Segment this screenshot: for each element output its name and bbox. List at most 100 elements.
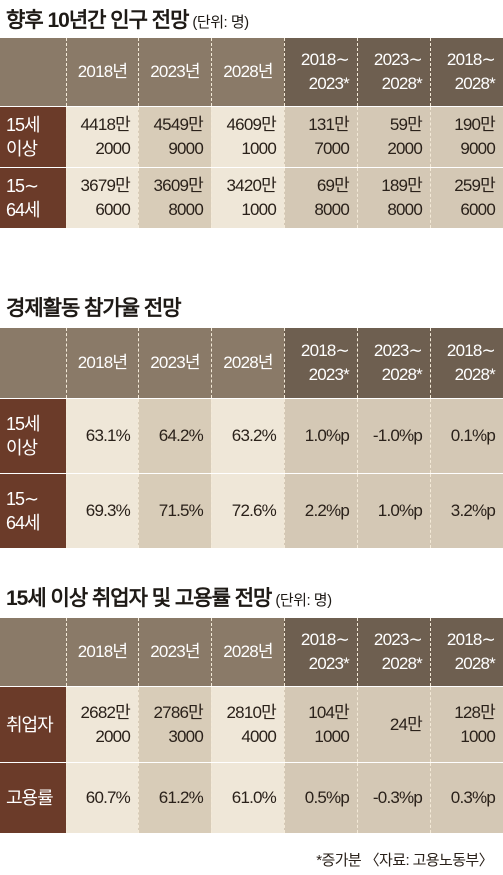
header-cell: 2018∼ 2028*: [430, 38, 503, 106]
data-cell: 131만 7000: [284, 107, 357, 167]
value-line1: 4609만: [226, 115, 277, 134]
data-cell: 59만 2000: [357, 107, 430, 167]
value: 60.7%: [85, 788, 131, 807]
table-row: 15세 이상 63.1% 64.2% 63.2% 1.0%p -1.0%p 0.1…: [0, 398, 503, 473]
header-cell: 2023∼ 2028*: [357, 38, 430, 106]
value-line1: 3609만: [153, 176, 204, 195]
header-line2: 2028*: [454, 74, 496, 93]
employment-table: 2018년 2023년 2028년 2018∼ 2023* 2023∼ 2028* …: [0, 618, 503, 833]
row-label-line2: 64세: [6, 513, 41, 533]
row-label-line1: 15세: [6, 414, 41, 434]
data-cell: 24만: [357, 687, 430, 762]
data-cell: 189만 8000: [357, 168, 430, 228]
row-label-line1: 15∼: [6, 176, 39, 196]
header-cell: 2018∼ 2023*: [284, 38, 357, 106]
value-line1: 190만: [454, 115, 496, 134]
data-cell: 2810만 4000: [211, 687, 284, 762]
header-cell-blank: [0, 618, 66, 686]
data-cell: 1.0%p: [284, 399, 357, 473]
value: 63.1%: [85, 426, 131, 445]
row-label-line1: 15∼: [6, 489, 39, 509]
header-line2: 2028*: [381, 74, 423, 93]
value-line1: 69만: [316, 176, 350, 195]
table-row: 고용률 60.7% 61.2% 61.0% 0.5%p -0.3%p 0.3%p: [0, 762, 503, 833]
data-cell: 64.2%: [138, 399, 211, 473]
data-cell: 1.0%p: [357, 474, 430, 548]
value-line1: 3679만: [80, 176, 131, 195]
data-cell: 3609만 8000: [138, 168, 211, 228]
table-row: 15세 이상 4418만 2000 4549만 9000 4609만 1000 131만…: [0, 106, 503, 167]
section3-title-text: 15세 이상 취업자 및 고용률 전망: [6, 587, 272, 610]
header-line1: 2018년: [77, 353, 128, 372]
data-cell: 3420만 1000: [211, 168, 284, 228]
value-line1: 4418만: [80, 115, 131, 134]
value-line1: 2786만: [153, 702, 204, 722]
value: 0.5%p: [304, 788, 350, 807]
value-line2: 6000: [95, 200, 130, 219]
data-cell: 4609만 1000: [211, 107, 284, 167]
data-cell: 0.5%p: [284, 763, 357, 833]
table-row: 취업자 2682만 2000 2786만 3000 2810만 4000 104만 10…: [0, 686, 503, 762]
header-line1: 2028년: [223, 642, 273, 661]
value-line2: 1000: [314, 726, 349, 746]
data-cell: 190만 9000: [430, 107, 503, 167]
value: -1.0%p: [372, 426, 423, 445]
data-cell: 60.7%: [66, 763, 138, 833]
header-line2: 2028*: [454, 654, 496, 673]
header-cell: 2023년: [138, 618, 211, 686]
value-line1: 59만: [389, 115, 423, 134]
data-cell: 0.1%p: [430, 399, 503, 473]
section3-title: 15세 이상 취업자 및 고용률 전망 (단위: 명): [6, 582, 332, 612]
row-label: 15세 이상: [0, 399, 66, 473]
header-cell: 2028년: [211, 618, 284, 686]
row-label-line2: 64세: [6, 200, 41, 220]
data-cell: 63.2%: [211, 399, 284, 473]
row-label: 15∼ 64세: [0, 168, 66, 228]
value: 2.2%p: [304, 501, 350, 520]
data-cell: 71.5%: [138, 474, 211, 548]
header-cell: 2018∼ 2023*: [284, 618, 357, 686]
value-line2: 4000: [241, 726, 276, 746]
header-line1: 2018∼: [300, 50, 350, 69]
value-line2: 2000: [387, 139, 422, 158]
header-line1: 2023∼: [373, 50, 423, 69]
table-header-row: 2018년 2023년 2028년 2018∼ 2023* 2023∼ 2028* …: [0, 618, 503, 686]
header-line2: 2023*: [308, 365, 350, 384]
data-cell: 72.6%: [211, 474, 284, 548]
header-line1: 2023년: [150, 62, 200, 81]
header-line1: 2018∼: [300, 630, 350, 649]
header-cell: 2023∼ 2028*: [357, 328, 430, 398]
data-cell: 4549만 9000: [138, 107, 211, 167]
data-cell: 128만 1000: [430, 687, 503, 762]
row-label-line1: 취업자: [6, 714, 54, 735]
section1-title-text: 향후 10년간 인구 전망: [6, 9, 189, 32]
value-line1: 2810만: [226, 702, 277, 722]
header-cell: 2018∼ 2028*: [430, 328, 503, 398]
data-cell: 104만 1000: [284, 687, 357, 762]
header-line1: 2023∼: [373, 341, 423, 360]
value-line2: 6000: [460, 200, 495, 219]
row-label: 15∼ 64세: [0, 474, 66, 548]
data-cell: 61.0%: [211, 763, 284, 833]
value: 63.2%: [231, 426, 277, 445]
source-note: *증가분 〈자료: 고용노동부〉: [316, 852, 493, 869]
header-cell: 2028년: [211, 38, 284, 106]
data-cell: 2786만 3000: [138, 687, 211, 762]
row-label: 취업자: [0, 687, 66, 762]
data-cell: 2.2%p: [284, 474, 357, 548]
table-row: 15∼ 64세 69.3% 71.5% 72.6% 2.2%p 1.0%p 3.2…: [0, 473, 503, 548]
header-cell: 2023년: [138, 328, 211, 398]
header-line1: 2018∼: [300, 341, 350, 360]
section2-title: 경제활동 참가율 전망: [6, 292, 182, 322]
value: 1.0%p: [377, 501, 423, 520]
data-cell: 69만 8000: [284, 168, 357, 228]
population-table: 2018년 2023년 2028년 2018∼ 2023* 2023∼ 2028* …: [0, 38, 503, 228]
data-cell: 4418만 2000: [66, 107, 138, 167]
value: 0.3%p: [450, 788, 496, 807]
value-line1: 2682만: [80, 702, 131, 722]
header-line1: 2018∼: [446, 341, 496, 360]
section2-title-text: 경제활동 참가율 전망: [6, 297, 182, 320]
header-cell: 2018∼ 2023*: [284, 328, 357, 398]
value-line1: 189만: [381, 176, 423, 195]
header-line1: 2028년: [223, 62, 273, 81]
